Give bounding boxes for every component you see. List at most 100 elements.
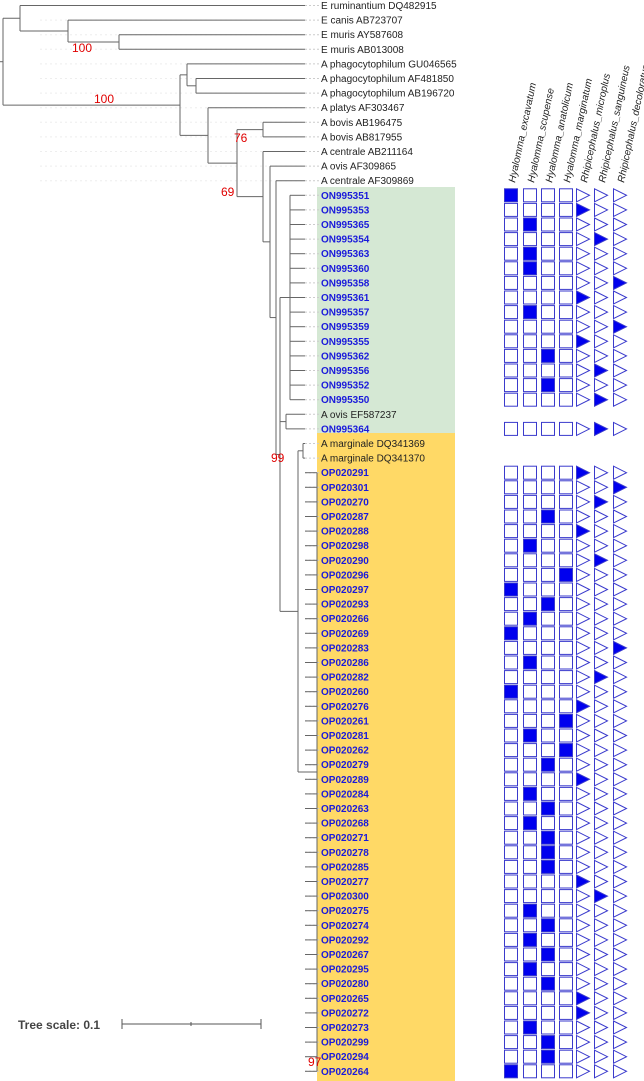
host-absent-square	[504, 728, 518, 743]
host-absent-square	[504, 494, 518, 509]
host-absent-triangle	[594, 333, 609, 349]
host-absent-triangle	[576, 625, 591, 641]
host-present-triangle	[576, 874, 591, 889]
host-absent-square	[504, 465, 518, 480]
host-absent-square	[523, 772, 537, 787]
host-present-triangle	[594, 494, 609, 510]
host-absent-square	[541, 290, 555, 305]
host-absent-square	[504, 889, 518, 904]
bootstrap-value: 76	[234, 131, 248, 145]
host-absent-triangle	[594, 319, 609, 335]
host-absent-square	[523, 757, 537, 772]
host-absent-square	[523, 1005, 537, 1020]
host-absent-square	[559, 465, 573, 480]
sequence-leaf-label: OP020276	[321, 702, 369, 713]
bootstrap-values: 100 100 76 69 99 97	[72, 41, 322, 1069]
host-absent-triangle	[594, 304, 609, 320]
sequence-leaf-label: ON995365	[321, 220, 370, 231]
host-absent-square	[541, 1064, 555, 1079]
host-absent-square	[559, 246, 573, 261]
sequence-leaf-label: OP020301	[321, 483, 369, 494]
host-absent-triangle	[613, 202, 628, 218]
host-absent-square	[541, 246, 555, 261]
host-present-triangle	[576, 465, 591, 481]
host-absent-triangle	[613, 348, 628, 364]
host-present-square	[541, 801, 555, 816]
host-absent-square	[504, 743, 518, 758]
sequence-leaf-label: OP020299	[321, 1038, 369, 1049]
host-absent-triangle	[594, 844, 609, 860]
host-absent-square	[541, 392, 555, 407]
sequence-leaf-label: ON995357	[321, 308, 370, 319]
sequence-leaf-label: ON995351	[321, 191, 370, 202]
host-absent-square	[541, 582, 555, 597]
host-absent-square	[559, 1035, 573, 1050]
host-absent-triangle	[613, 494, 628, 510]
host-absent-square	[559, 232, 573, 247]
reference-leaf-label: E canis AB723707	[321, 16, 403, 27]
host-absent-triangle	[576, 479, 591, 495]
sequence-leaf-label: OP020272	[321, 1008, 369, 1019]
tree-scale-bar: Tree scale: 0.1	[18, 1018, 262, 1032]
host-absent-triangle	[613, 625, 628, 641]
host-absent-triangle	[576, 494, 591, 510]
host-absent-square	[504, 261, 518, 276]
host-absent-triangle	[594, 479, 609, 495]
host-absent-triangle	[613, 801, 628, 816]
host-absent-square	[523, 713, 537, 728]
host-present-triangle	[576, 202, 591, 218]
bootstrap-value: 69	[221, 185, 235, 199]
sequence-leaf-label: OP020282	[321, 673, 369, 684]
host-absent-triangle	[576, 786, 591, 802]
host-absent-square	[523, 684, 537, 699]
sequence-leaf-label: OP020268	[321, 819, 369, 830]
host-absent-triangle	[576, 669, 591, 685]
sequence-leaf-label: ON995361	[321, 293, 370, 304]
host-present-square	[504, 188, 518, 203]
host-absent-square	[541, 962, 555, 977]
host-absent-square	[504, 962, 518, 977]
host-absent-triangle	[594, 202, 609, 218]
host-absent-triangle	[613, 728, 628, 743]
host-absent-triangle	[576, 567, 591, 583]
host-absent-square	[523, 743, 537, 758]
host-absent-square	[523, 640, 537, 655]
host-absent-triangle	[613, 260, 628, 276]
host-absent-square	[541, 232, 555, 247]
host-absent-triangle	[613, 392, 628, 408]
sequence-leaf-label: OP020279	[321, 760, 369, 771]
host-absent-square	[523, 275, 537, 290]
host-absent-square	[504, 1020, 518, 1035]
host-absent-square	[559, 991, 573, 1006]
host-absent-triangle	[594, 917, 609, 933]
host-absent-square	[523, 319, 537, 334]
host-present-square	[541, 1049, 555, 1064]
host-absent-square	[523, 597, 537, 612]
host-absent-triangle	[613, 363, 628, 378]
host-present-square	[523, 261, 537, 276]
reference-leaf-label: A marginale DQ341369	[321, 439, 425, 450]
sequence-leaf-label: ON995364	[321, 424, 370, 435]
host-absent-triangle	[613, 786, 628, 802]
host-absent-square	[504, 480, 518, 495]
host-absent-square	[559, 319, 573, 334]
sequence-leaf-label: OP020274	[321, 921, 369, 932]
host-absent-triangle	[576, 830, 591, 846]
host-absent-square	[541, 305, 555, 320]
host-present-square	[504, 626, 518, 641]
host-absent-square	[523, 363, 537, 378]
host-absent-square	[541, 553, 555, 568]
host-present-triangle	[613, 319, 628, 335]
sequence-leaf-label: ON995358	[321, 278, 370, 289]
host-absent-square	[523, 1049, 537, 1064]
host-absent-triangle	[594, 1005, 609, 1021]
host-absent-triangle	[576, 903, 591, 919]
host-absent-square	[559, 348, 573, 363]
host-absent-triangle	[576, 801, 591, 816]
host-absent-square	[504, 232, 518, 247]
host-absent-square	[523, 524, 537, 539]
reference-leaf-label: A phagocytophilum AF481850	[321, 74, 454, 85]
host-absent-square	[541, 1020, 555, 1035]
host-present-square	[523, 246, 537, 261]
clade-band-yellow	[317, 433, 455, 1081]
